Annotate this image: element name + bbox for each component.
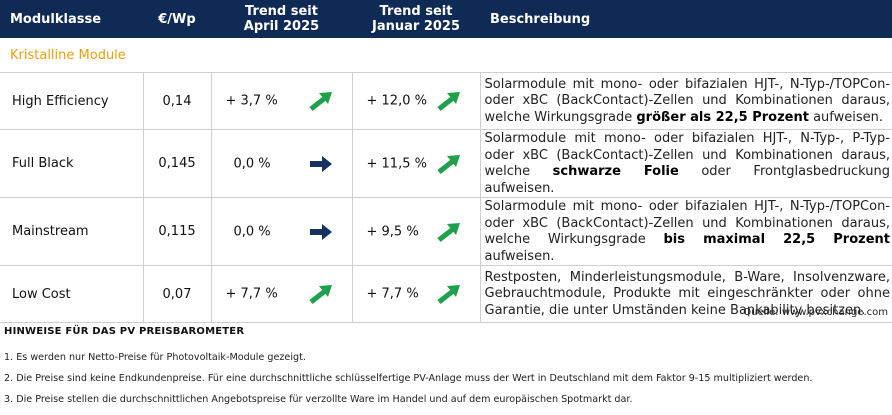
header-trend-april: Trend seit April 2025 — [211, 0, 352, 38]
trend-april-cell: 0,0 % — [211, 197, 353, 266]
trend-januar-value: + 11,5 % — [366, 156, 427, 171]
trend-januar-value: + 7,7 % — [366, 286, 419, 302]
trend-april-value: + 7,7 % — [225, 286, 278, 302]
table-header-row: Modulklasse €/Wp Trend seit April 2025 Tr… — [0, 0, 892, 38]
arrow-right-icon — [309, 155, 332, 172]
arrow-up-right-icon — [436, 222, 460, 242]
note-item: 1. Es werden nur Netto-Preise für Photov… — [4, 352, 306, 363]
trend-januar-value: + 12,0 % — [366, 93, 427, 109]
trend-januar-value: + 9,5 % — [366, 224, 419, 239]
description: Restposten, Minderleistungsmodule, B-War… — [480, 265, 892, 323]
trend-april-value: 0,0 % — [233, 156, 271, 171]
price-value: 0,07 — [143, 265, 212, 323]
trend-april-value: 0,0 % — [233, 224, 271, 239]
trend-januar-cell: + 11,5 % — [352, 129, 481, 198]
arrow-right-icon — [309, 223, 332, 240]
table-row: Mainstream 0,115 0,0 % + 9,5 % Solarmodu… — [0, 197, 892, 266]
description: Solarmodule mit mono- oder bifazialen HJ… — [480, 129, 892, 198]
source-credit: Quelle: www.pvxchange.com — [743, 307, 888, 318]
table-row: Full Black 0,145 0,0 % + 11,5 % Solarmod… — [0, 129, 892, 198]
trend-april-value: + 3,7 % — [225, 93, 278, 109]
header-beschreibung: Beschreibung — [480, 0, 892, 38]
section-row: Kristalline Module — [0, 38, 892, 73]
module-class: Mainstream — [0, 197, 144, 266]
trend-januar-cell: + 12,0 % — [352, 72, 481, 130]
arrow-up-right-icon — [436, 285, 460, 304]
header-price: €/Wp — [143, 0, 211, 38]
header-trend-januar: Trend seit Januar 2025 — [352, 0, 480, 38]
description: Solarmodule mit mono- oder bifazialen HJ… — [480, 72, 892, 130]
price-value: 0,145 — [143, 129, 212, 198]
note-item: 2. Die Preise sind keine Endkundenpreise… — [4, 373, 813, 384]
module-class: Full Black — [0, 129, 144, 198]
section-title: Kristalline Module — [0, 38, 892, 73]
price-value: 0,115 — [143, 197, 212, 266]
trend-januar-cell: + 9,5 % — [352, 197, 481, 266]
arrow-up-right-icon — [436, 92, 460, 111]
trend-april-cell: + 7,7 % — [211, 265, 353, 323]
table-row: Low Cost 0,07 + 7,7 % + 7,7 % Restposten… — [0, 265, 892, 323]
note-item: 3. Die Preise stellen die durchschnittli… — [4, 394, 633, 405]
module-class: Low Cost — [0, 265, 144, 323]
arrow-up-right-icon — [308, 285, 332, 304]
trend-april-cell: 0,0 % — [211, 129, 353, 198]
module-class: High Efficiency — [0, 72, 144, 130]
description: Solarmodule mit mono- oder bifazialen HJ… — [480, 197, 892, 266]
trend-januar-cell: + 7,7 % — [352, 265, 481, 323]
table-row: High Efficiency 0,14 + 3,7 % + 12,0 % So… — [0, 72, 892, 130]
price-value: 0,14 — [143, 72, 212, 130]
arrow-up-right-icon — [436, 154, 460, 174]
arrow-up-right-icon — [308, 92, 332, 111]
notes-title: HINWEISE FÜR DAS PV PREISBAROMETER — [4, 326, 245, 337]
price-table: Modulklasse €/Wp Trend seit April 2025 Tr… — [0, 0, 892, 323]
header-modulklasse: Modulklasse — [0, 0, 143, 38]
trend-april-cell: + 3,7 % — [211, 72, 353, 130]
